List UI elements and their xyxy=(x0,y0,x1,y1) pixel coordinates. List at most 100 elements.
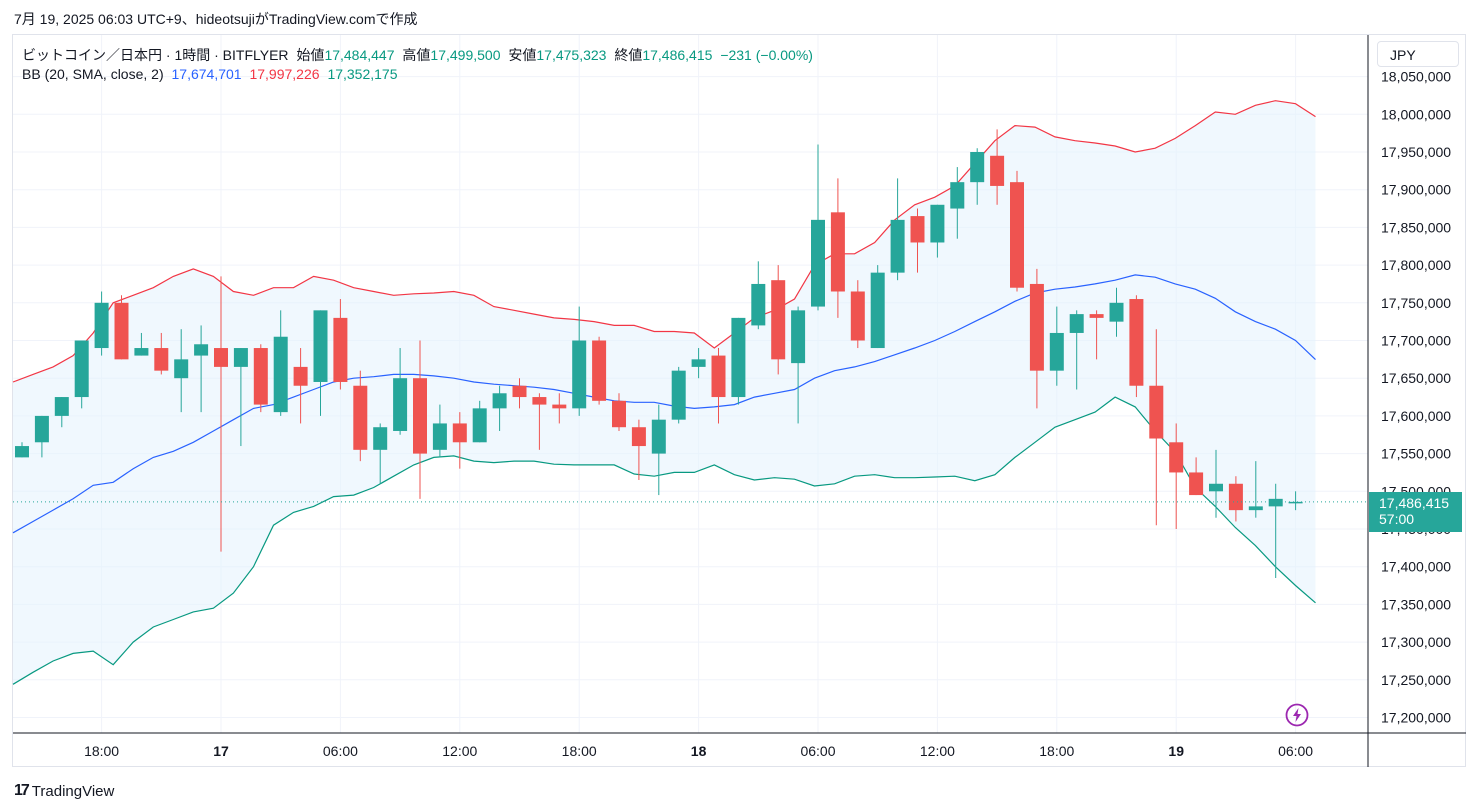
bb-mid-value: 17,674,701 xyxy=(171,66,242,82)
ohlc-legend: ビットコイン／日本円 · 1時間 · BITFLYER 始値17,484,447… xyxy=(22,45,817,65)
candle-down xyxy=(990,155,1005,186)
candle-down xyxy=(830,212,845,292)
candle-up xyxy=(15,446,29,458)
candle-down xyxy=(910,216,925,243)
open-label: 始値 xyxy=(296,47,325,63)
candle-up xyxy=(671,370,686,420)
tradingview-logo-icon: 17 xyxy=(14,782,30,799)
candle-up xyxy=(492,393,507,409)
brand-label: TradingView xyxy=(31,782,115,800)
candle-up xyxy=(273,336,288,413)
candle-up xyxy=(393,378,408,431)
time-axis: 18:00 17 06:00 12:00 18:00 18 06:00 12:00 18:00 1… xyxy=(84,743,1313,759)
candle-up xyxy=(134,348,149,356)
candle-up xyxy=(950,182,965,209)
candle-up xyxy=(233,348,248,367)
low-value: 17,475,323 xyxy=(536,47,607,63)
candles xyxy=(13,129,1368,579)
time-tick-label: 19 xyxy=(1168,743,1184,759)
candle-up xyxy=(1069,314,1084,333)
candle-down xyxy=(512,385,527,398)
candle-down xyxy=(1129,299,1144,386)
price-tick-label: 17,350,000 xyxy=(1381,596,1451,612)
candle-down xyxy=(333,317,348,382)
time-tick-label: 18 xyxy=(691,743,707,759)
time-tick-label: 18:00 xyxy=(84,743,119,759)
open-value: 17,484,447 xyxy=(324,47,395,63)
candle-up xyxy=(1049,332,1064,371)
candle-up xyxy=(94,302,109,349)
price-tick-label: 17,600,000 xyxy=(1381,408,1451,424)
high-label: 高値 xyxy=(402,47,431,63)
candle-down xyxy=(293,366,308,386)
candle-up xyxy=(751,283,766,326)
tradingview-logo[interactable]: 17 TradingView xyxy=(14,782,114,800)
candle-up xyxy=(34,415,49,443)
candle-down xyxy=(592,340,607,401)
candle-down xyxy=(771,280,786,360)
candle-up xyxy=(1248,506,1263,511)
chart-frame xyxy=(12,34,1466,767)
candle-down xyxy=(1189,472,1204,496)
candle-down xyxy=(711,355,726,398)
bb-legend: BB (20, SMA, close, 2) 17,674,701 17,997… xyxy=(22,66,402,82)
change-value: −231 (−0.00%) xyxy=(720,47,813,63)
price-tick-label: 17,650,000 xyxy=(1381,370,1451,386)
candle-up xyxy=(970,152,985,183)
last-price-tag: 17,486,415 57:00 xyxy=(1369,492,1462,532)
time-tick-label: 06:00 xyxy=(1278,743,1313,759)
bb-upper-line xyxy=(12,100,1316,383)
price-tick-label: 18,050,000 xyxy=(1381,69,1451,85)
candle-up xyxy=(54,397,69,416)
candle-down xyxy=(1149,385,1164,439)
currency-button[interactable]: JPY xyxy=(1377,41,1459,67)
candle-down xyxy=(353,385,368,450)
close-label: 終値 xyxy=(614,47,643,63)
time-tick-label: 06:00 xyxy=(800,743,835,759)
bb-mid-line xyxy=(12,274,1316,534)
price-tick-label: 17,800,000 xyxy=(1381,257,1451,273)
price-tick-label: 17,550,000 xyxy=(1381,446,1451,462)
candle-up xyxy=(1209,483,1223,492)
candle-up xyxy=(74,340,89,398)
price-tick-label: 17,300,000 xyxy=(1381,634,1451,650)
bb-lower-value: 17,352,175 xyxy=(327,66,398,82)
low-label: 安値 xyxy=(508,47,537,63)
price-tick-label: 17,850,000 xyxy=(1381,219,1451,235)
bollinger-lines xyxy=(12,100,1316,685)
candle-up xyxy=(651,419,666,454)
bb-lower-line xyxy=(12,396,1316,685)
candle-down xyxy=(532,397,547,405)
candle-down xyxy=(612,400,626,428)
candle-up xyxy=(432,423,447,450)
candle-up xyxy=(890,219,905,273)
candle-up xyxy=(870,272,885,349)
candle-down xyxy=(253,348,268,405)
price-tick-label: 17,950,000 xyxy=(1381,144,1451,160)
lightning-icon[interactable] xyxy=(1285,703,1309,727)
time-tick-label: 06:00 xyxy=(323,743,358,759)
candle-down xyxy=(850,291,865,341)
candle-up xyxy=(791,310,806,364)
time-tick-label: 12:00 xyxy=(920,743,955,759)
bb-label: BB (20, SMA, close, 2) xyxy=(22,66,164,82)
price-tick-label: 17,250,000 xyxy=(1381,672,1451,688)
bar-countdown: 57:00 xyxy=(1379,511,1415,527)
time-tick-label: 18:00 xyxy=(562,743,597,759)
price-tick-label: 17,200,000 xyxy=(1381,710,1451,726)
last-price: 17,486,415 xyxy=(1379,495,1450,511)
candle-up xyxy=(313,310,328,382)
candle-down xyxy=(1089,314,1104,318)
candle-up xyxy=(811,219,825,307)
close-value: 17,486,415 xyxy=(642,47,713,63)
price-tick-label: 17,750,000 xyxy=(1381,295,1451,311)
price-tick-label: 17,700,000 xyxy=(1381,333,1451,349)
candle-down xyxy=(1029,283,1044,371)
time-tick-label: 17 xyxy=(213,743,229,759)
candle-up xyxy=(1109,302,1124,322)
price-tick-label: 18,000,000 xyxy=(1381,106,1451,122)
candle-down xyxy=(413,378,427,454)
candle-up xyxy=(373,427,388,450)
candle-up xyxy=(1288,501,1303,504)
